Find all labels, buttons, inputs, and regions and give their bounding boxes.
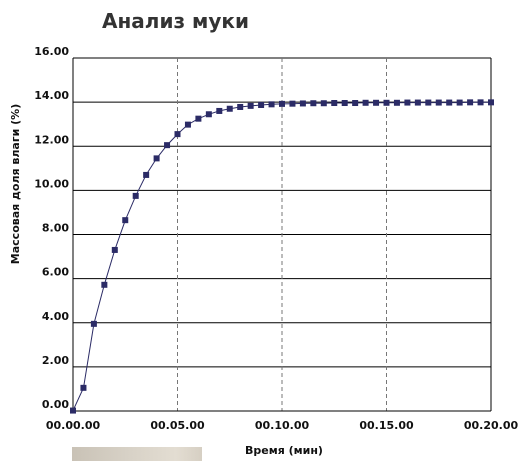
y-tick-label: 16.00 xyxy=(34,45,69,58)
data-point xyxy=(446,99,453,106)
data-point xyxy=(456,99,463,106)
data-point xyxy=(90,320,97,327)
data-point xyxy=(425,99,432,106)
data-point xyxy=(111,246,118,253)
data-point xyxy=(414,99,421,106)
data-point xyxy=(320,100,327,107)
data-point xyxy=(237,103,244,110)
y-tick-label: 8.00 xyxy=(42,222,69,235)
x-tick-label: 00.20.00 xyxy=(464,419,519,432)
data-point xyxy=(435,99,442,106)
data-point xyxy=(226,105,233,112)
data-point xyxy=(477,99,484,106)
x-tick-label: 00.05.00 xyxy=(150,419,205,432)
y-tick-label: 14.00 xyxy=(34,89,69,102)
data-point xyxy=(216,107,223,114)
data-point xyxy=(488,99,494,106)
y-tick-label: 6.00 xyxy=(42,266,69,279)
data-point xyxy=(164,142,171,149)
data-point xyxy=(352,100,359,107)
data-point xyxy=(268,101,275,108)
chart-title: Анализ муки xyxy=(102,9,250,33)
data-point xyxy=(383,99,390,106)
data-point xyxy=(331,100,338,107)
x-tick-label: 00.15.00 xyxy=(359,419,414,432)
data-point xyxy=(205,111,212,118)
y-tick-label: 0.00 xyxy=(42,398,69,411)
data-point xyxy=(310,100,317,107)
legend-swatch xyxy=(72,447,202,461)
data-point xyxy=(153,155,160,162)
data-point xyxy=(373,99,380,106)
data-point xyxy=(279,100,285,107)
x-tick-label: 00.10.00 xyxy=(255,419,310,432)
data-point xyxy=(101,281,108,288)
data-point xyxy=(247,102,254,109)
data-point xyxy=(341,100,348,107)
data-point xyxy=(195,115,202,122)
data-point xyxy=(289,100,296,107)
data-point xyxy=(404,99,411,106)
y-tick-label: 4.00 xyxy=(42,310,69,323)
data-point xyxy=(132,192,139,199)
y-tick-label: 2.00 xyxy=(42,354,69,367)
x-tick-label: 00.00.00 xyxy=(46,419,101,432)
y-tick-label: 12.00 xyxy=(34,133,69,146)
data-point xyxy=(184,121,191,128)
data-point xyxy=(467,99,474,106)
data-point xyxy=(299,100,306,107)
data-point xyxy=(143,171,150,178)
data-point xyxy=(80,384,87,391)
data-point xyxy=(258,101,265,108)
data-point xyxy=(362,99,369,106)
x-axis-label: Время (мин) xyxy=(245,444,323,457)
data-point xyxy=(70,407,76,414)
data-point xyxy=(393,99,400,106)
data-point xyxy=(122,217,129,224)
data-point xyxy=(174,131,181,138)
y-tick-label: 10.00 xyxy=(34,177,69,190)
